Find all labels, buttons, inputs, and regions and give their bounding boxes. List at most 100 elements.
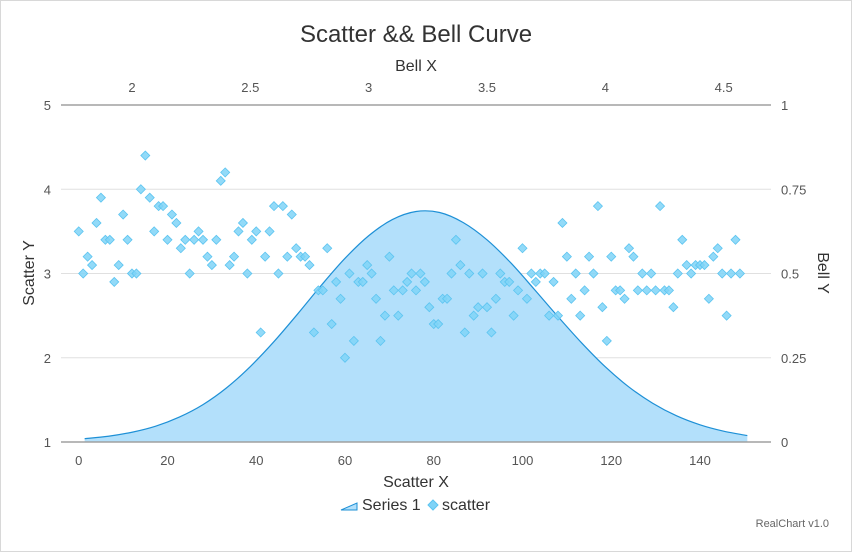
scatter-point[interactable] [526,268,537,279]
scatter-point[interactable] [82,251,93,262]
scatter-point[interactable] [597,302,608,313]
scatter-point[interactable] [197,234,209,245]
scatter-point[interactable] [228,251,240,262]
scatter-point[interactable] [251,226,262,237]
scatter-point[interactable] [131,268,142,279]
scatter-point[interactable] [144,192,155,203]
scatter-point[interactable] [162,234,173,245]
scatter-point[interactable] [175,243,186,254]
scatter-point[interactable] [118,209,129,220]
scatter-point[interactable] [579,285,590,296]
scatter-point[interactable] [277,201,288,212]
scatter-point[interactable] [446,268,457,279]
scatter-point[interactable] [260,251,271,262]
scatter-point[interactable] [539,268,550,279]
scatter-point[interactable] [388,285,399,296]
scatter-point[interactable] [282,251,293,262]
scatter-point[interactable] [140,150,151,161]
scatter-point[interactable] [104,234,115,245]
scatter-point[interactable] [189,234,200,245]
scatter-point[interactable] [512,285,524,296]
scatter-point[interactable] [592,201,604,212]
scatter-point[interactable] [384,251,395,262]
scatter-point[interactable] [357,276,368,287]
scatter-point[interactable] [601,335,612,346]
scatter-point[interactable] [686,268,697,279]
scatter-point[interactable] [335,293,346,304]
scatter-point[interactable] [504,276,515,287]
legend-item-scatter[interactable]: scatter [427,497,491,514]
scatter-point[interactable] [441,293,453,304]
scatter-point[interactable] [255,327,266,338]
scatter-point[interactable] [725,268,737,279]
scatter-point[interactable] [583,251,595,262]
scatter-point[interactable] [668,302,679,313]
scatter-point[interactable] [606,251,617,262]
scatter-point[interactable] [171,217,182,229]
scatter-point[interactable] [654,201,666,212]
scatter-point[interactable] [211,234,222,245]
scatter-point[interactable] [402,276,413,287]
scatter-point[interactable] [486,327,497,338]
scatter-point[interactable] [308,327,320,338]
scatter-point[interactable] [699,260,710,271]
scatter-point[interactable] [490,293,501,304]
scatter-point[interactable] [362,260,373,271]
scatter-point[interactable] [495,268,506,279]
scatter-point[interactable] [149,226,160,237]
scatter-point[interactable] [619,293,630,304]
scatter-point[interactable] [273,268,284,279]
scatter-point[interactable] [73,226,84,237]
scatter-point[interactable] [291,243,302,254]
scatter-point[interactable] [193,226,204,237]
scatter-point[interactable] [477,268,488,279]
scatter-point[interactable] [455,260,466,271]
scatter-point[interactable] [730,234,741,245]
scatter-point[interactable] [566,293,577,304]
scatter-point[interactable] [344,268,355,279]
scatter-point[interactable] [703,293,714,304]
scatter-point[interactable] [331,276,342,287]
scatter-point[interactable] [237,217,249,229]
scatter-point[interactable] [202,251,213,262]
scatter-point[interactable] [544,310,555,321]
scatter-point[interactable] [721,310,732,321]
scatter-point[interactable] [561,251,572,262]
scatter-point[interactable] [317,285,328,296]
scatter-point[interactable] [379,310,391,321]
scatter-point[interactable] [557,217,568,229]
scatter-point[interactable] [450,234,462,245]
scatter-point[interactable] [473,302,484,313]
scatter-point[interactable] [570,268,581,279]
scatter-point[interactable] [184,268,195,279]
scatter-point[interactable] [299,251,311,262]
scatter-point[interactable] [424,302,435,313]
scatter-point[interactable] [233,226,244,237]
scatter-point[interactable] [91,217,102,229]
scatter-point[interactable] [157,201,169,212]
scatter-point[interactable] [468,310,479,321]
scatter-point[interactable] [393,310,404,321]
scatter-point[interactable] [464,268,475,279]
scatter-point[interactable] [734,268,746,279]
scatter-point[interactable] [530,276,541,287]
scatter-point[interactable] [548,276,559,287]
scatter-point[interactable] [575,310,586,321]
scatter-point[interactable] [220,167,231,178]
scatter-point[interactable] [433,318,444,330]
scatter-point[interactable] [180,234,191,245]
legend[interactable]: Series 1 scatter [340,497,491,514]
scatter-point[interactable] [268,201,280,212]
scatter-point[interactable] [415,268,426,279]
scatter-point[interactable] [113,260,124,271]
scatter-point[interactable] [375,335,386,346]
scatter-point[interactable] [286,209,297,220]
scatter-point[interactable] [677,234,688,245]
scatter-point[interactable] [86,260,98,271]
scatter-point[interactable] [717,268,728,279]
scatter-point[interactable] [304,260,315,271]
scatter-point[interactable] [166,209,178,220]
scatter-point[interactable] [508,310,519,321]
scatter-point[interactable] [242,268,253,279]
scatter-point[interactable] [637,268,648,279]
